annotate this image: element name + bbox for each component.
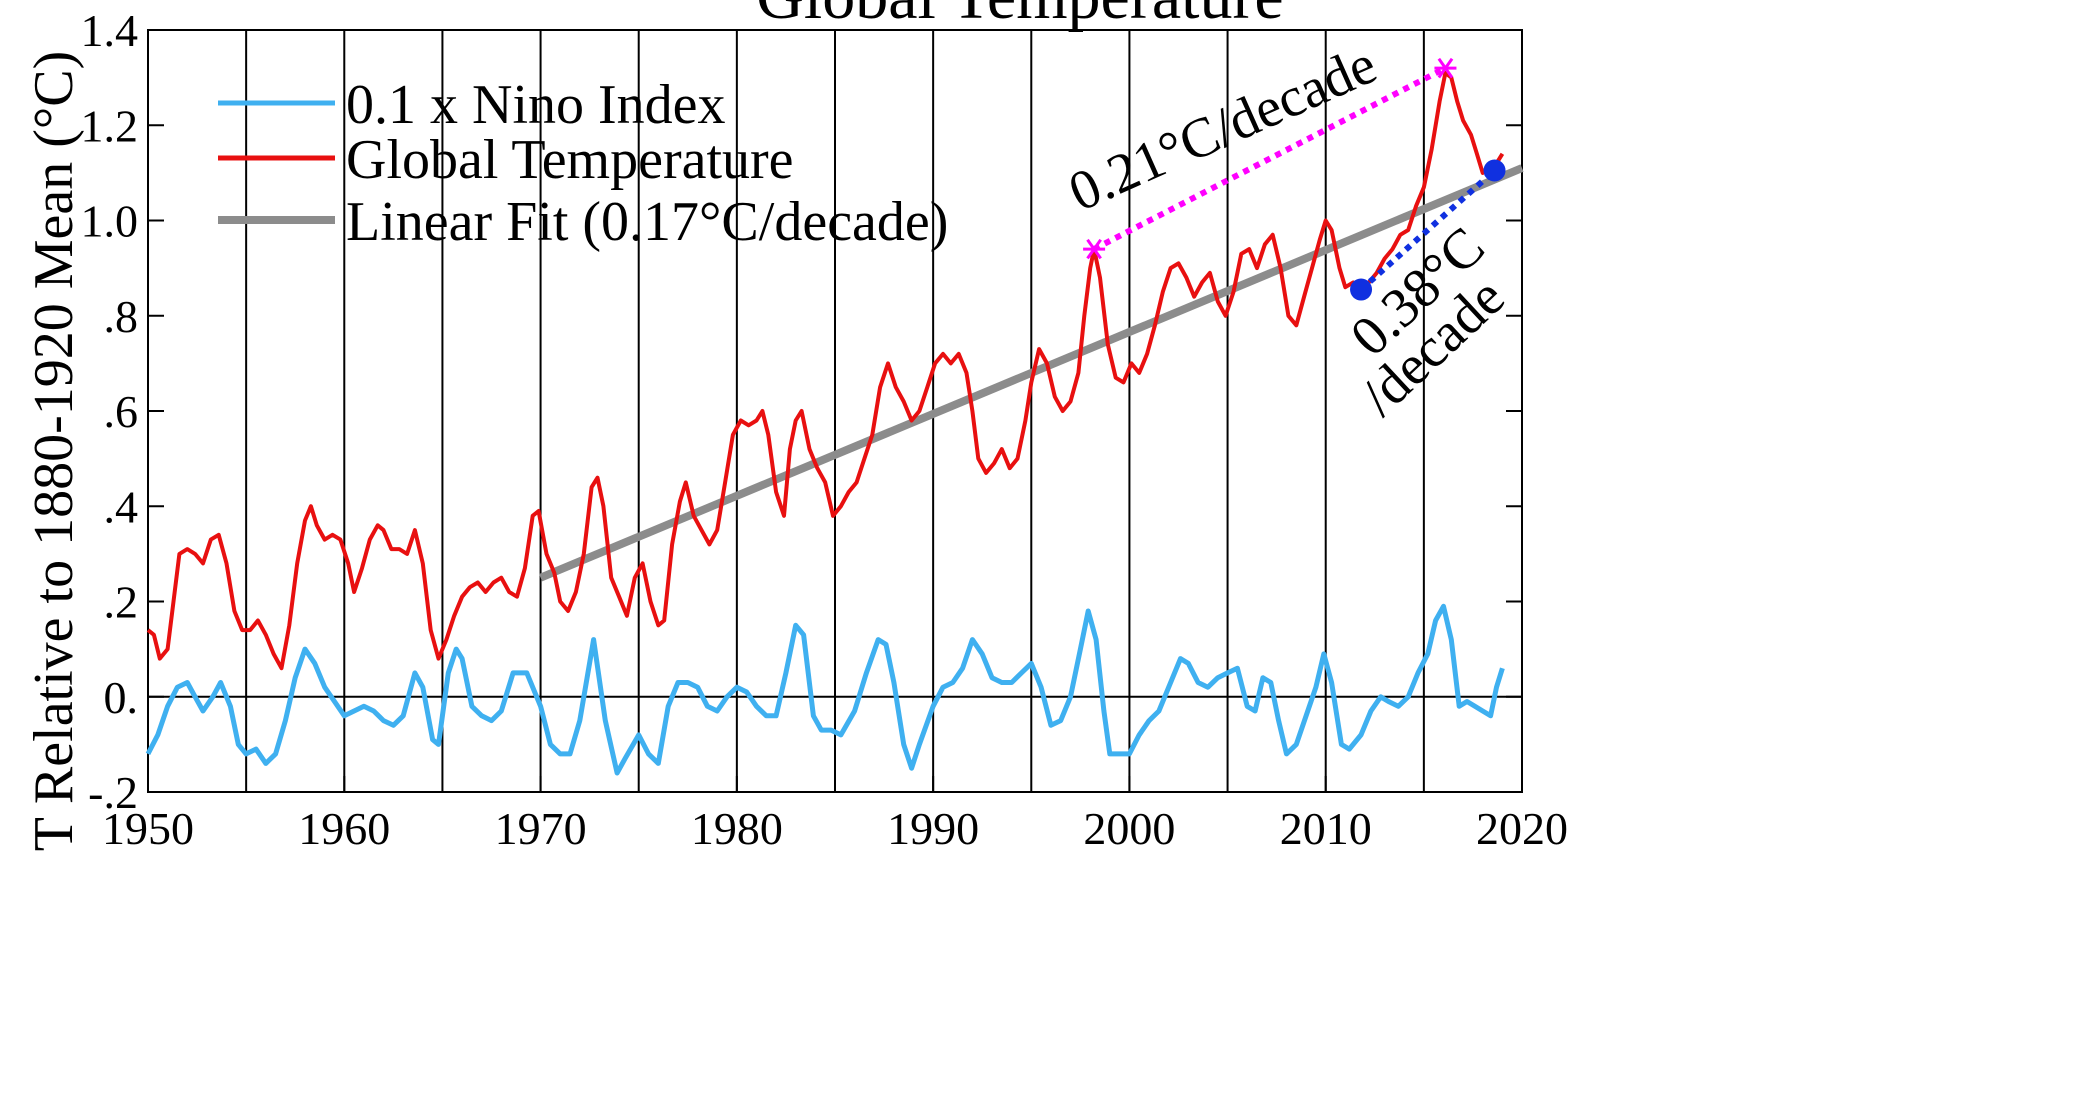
x-tick-label: 2010 [1280, 803, 1372, 854]
series-line [145, 603, 1505, 776]
trend-label: 0.21°C/decade [1060, 33, 1386, 223]
asterisk-marker [1086, 238, 1102, 260]
x-tick-label: 1980 [691, 803, 783, 854]
asterisk-marker [1437, 57, 1454, 79]
y-tick-label: .6 [104, 386, 139, 437]
y-tick-label: 1.4 [81, 5, 139, 56]
y-tick-label: -.2 [88, 767, 138, 818]
y-tick-label: .2 [104, 577, 139, 628]
x-tick-label: 1970 [495, 803, 587, 854]
series-layer [145, 70, 1524, 776]
dot-marker [1350, 278, 1373, 301]
x-tick-label: 1960 [298, 803, 390, 854]
legend-label: 0.1 x Nino Index [346, 74, 726, 136]
chart-title: Global Temperature [756, 0, 1283, 33]
series-line [539, 164, 1524, 582]
dot-marker [1483, 159, 1506, 182]
y-tick-label: .8 [104, 291, 139, 342]
y-tick-label: 1.0 [81, 196, 139, 247]
trend-line [1359, 168, 1497, 292]
x-tick-label: 1990 [887, 803, 979, 854]
legend-label: Global Temperature [346, 129, 794, 191]
tick-labels: -.2 0. .2 .4 .6 .8 1.0 1.2 1.4 1950 1960 1970 1980 19… [81, 5, 1569, 854]
axis-ticks [147, 29, 1523, 793]
y-axis-label: T Relative to 1880-1920 Mean (°C) [23, 51, 85, 852]
x-tick-label: 1950 [102, 803, 194, 854]
legend-label: Linear Fit (0.17°C/decade) [346, 191, 948, 253]
x-tick-label: 2020 [1476, 803, 1568, 854]
y-tick-label: 1.2 [81, 100, 139, 151]
x-tick-label: 2000 [1083, 803, 1175, 854]
trend-line [1092, 65, 1447, 252]
series-line [146, 70, 1505, 671]
y-tick-label: .4 [104, 481, 139, 532]
y-tick-label: 0. [104, 672, 139, 723]
